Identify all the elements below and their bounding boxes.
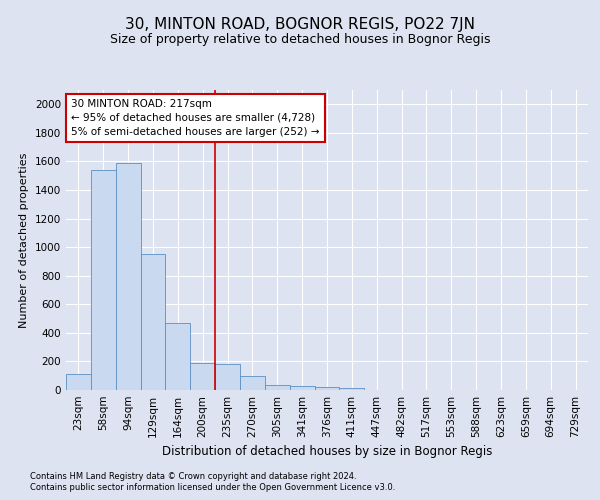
Text: Size of property relative to detached houses in Bognor Regis: Size of property relative to detached ho… (110, 32, 490, 46)
Bar (340, 388, 364, 390)
Bar (314, 387, 340, 390)
X-axis label: Distribution of detached houses by size in Bognor Regis: Distribution of detached houses by size … (162, 446, 492, 458)
Y-axis label: Number of detached properties: Number of detached properties (19, 152, 29, 328)
Text: Contains public sector information licensed under the Open Government Licence v3: Contains public sector information licen… (30, 484, 395, 492)
Bar (166, 323, 190, 390)
Bar (290, 386, 314, 390)
Bar (140, 254, 166, 390)
Bar (190, 363, 215, 390)
Bar (215, 364, 240, 390)
Bar (91, 170, 116, 390)
Bar (265, 385, 290, 390)
Text: 30 MINTON ROAD: 217sqm
← 95% of detached houses are smaller (4,728)
5% of semi-d: 30 MINTON ROAD: 217sqm ← 95% of detached… (71, 99, 320, 137)
Text: Contains HM Land Registry data © Crown copyright and database right 2024.: Contains HM Land Registry data © Crown c… (30, 472, 356, 481)
Bar (66, 374, 91, 390)
Bar (116, 163, 140, 390)
Text: 30, MINTON ROAD, BOGNOR REGIS, PO22 7JN: 30, MINTON ROAD, BOGNOR REGIS, PO22 7JN (125, 18, 475, 32)
Bar (240, 376, 265, 390)
